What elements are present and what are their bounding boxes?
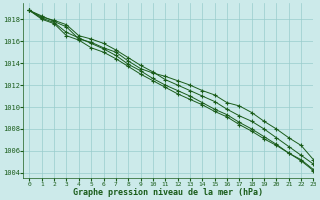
X-axis label: Graphe pression niveau de la mer (hPa): Graphe pression niveau de la mer (hPa) (73, 188, 263, 197)
